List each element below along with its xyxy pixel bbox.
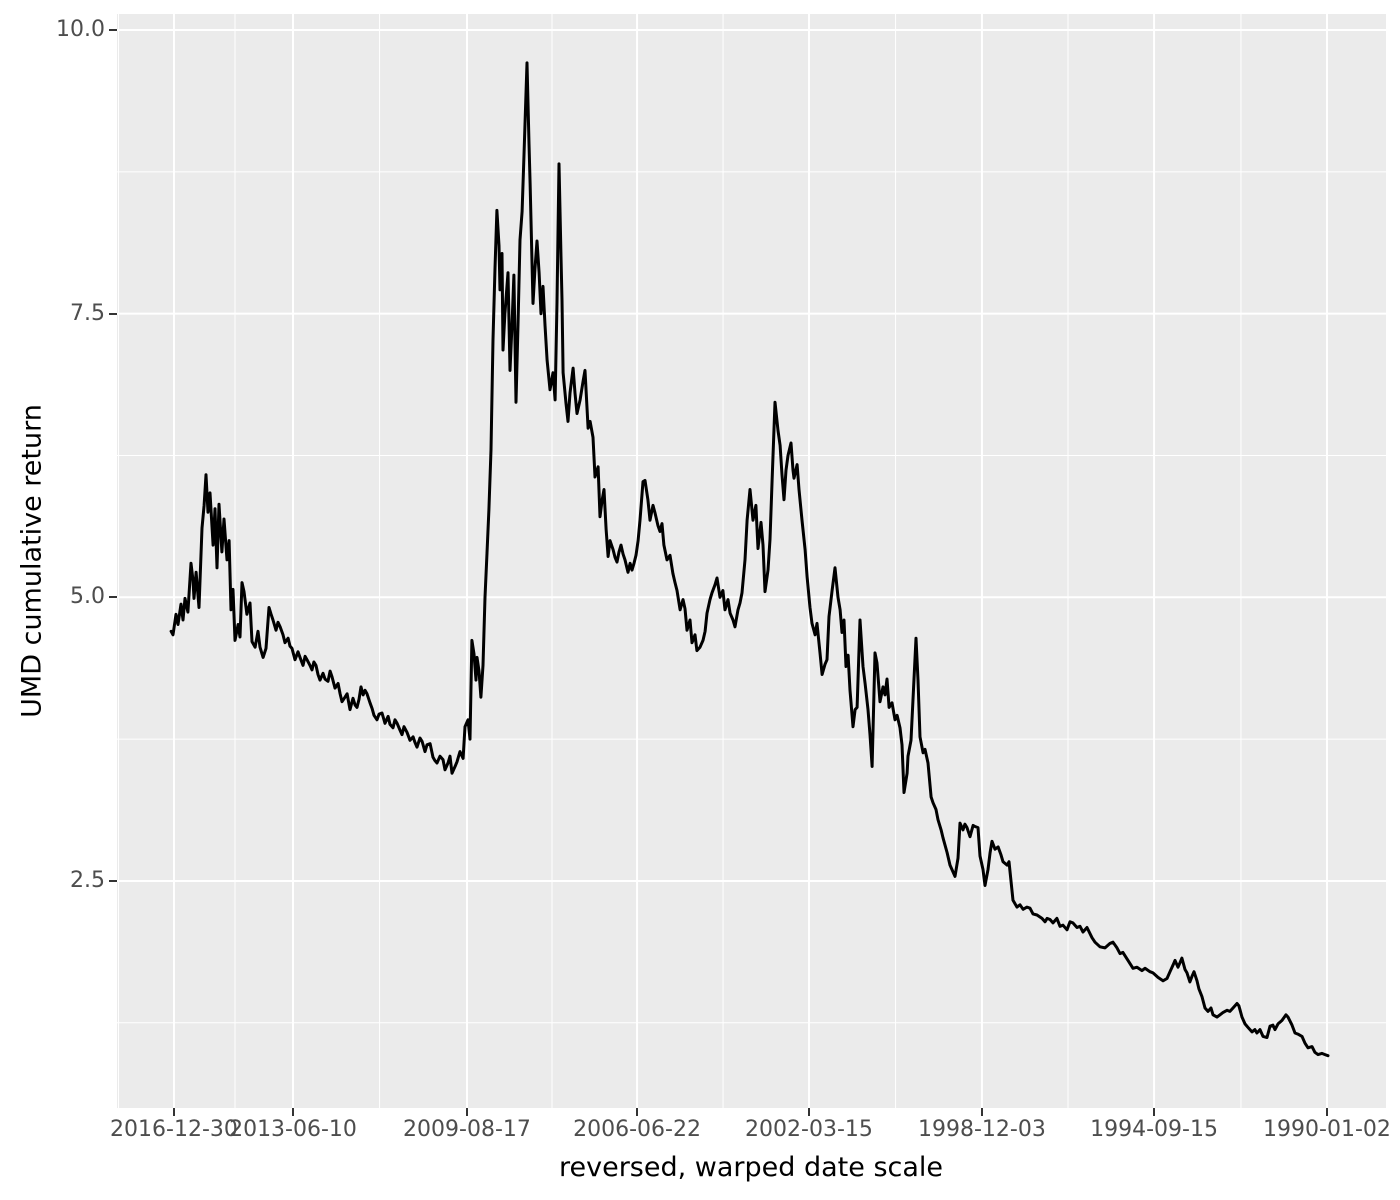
x-tick-mark bbox=[465, 1108, 468, 1116]
y-tick-mark bbox=[109, 312, 117, 315]
y-tick-label: 5.0 bbox=[70, 584, 105, 610]
y-tick-mark bbox=[109, 879, 117, 882]
x-tick-label: 2006-06-22 bbox=[573, 1117, 701, 1142]
x-tick-mark bbox=[1325, 1108, 1328, 1116]
x-tick-mark bbox=[172, 1108, 175, 1116]
y-tick-mark bbox=[109, 28, 117, 31]
x-tick-mark bbox=[980, 1108, 983, 1116]
x-tick-label: 1990-01-02 bbox=[1263, 1117, 1391, 1142]
x-tick-label: 2009-08-17 bbox=[403, 1117, 531, 1142]
x-tick-mark bbox=[636, 1108, 639, 1116]
y-tick-mark bbox=[109, 596, 117, 599]
y-tick-label: 2.5 bbox=[70, 867, 105, 893]
umd-cumulative-return-line bbox=[169, 61, 1330, 1058]
x-tick-label: 2002-03-15 bbox=[745, 1117, 873, 1142]
x-axis-title: reversed, warped date scale bbox=[558, 1152, 944, 1183]
line-plot-svg bbox=[117, 14, 1386, 1108]
x-tick-mark bbox=[292, 1108, 294, 1116]
x-tick-label: 2016-12-30 bbox=[110, 1117, 238, 1142]
x-tick-mark bbox=[807, 1108, 810, 1116]
x-tick-label: 1998-12-03 bbox=[918, 1117, 1046, 1142]
plot-panel bbox=[117, 14, 1386, 1108]
x-tick-label: 2013-06-10 bbox=[229, 1117, 357, 1142]
y-tick-label: 10.0 bbox=[56, 16, 105, 42]
x-tick-label: 1994-09-15 bbox=[1090, 1117, 1218, 1142]
y-tick-label: 7.5 bbox=[70, 300, 105, 326]
y-axis-title: UMD cumulative return bbox=[16, 404, 48, 718]
x-tick-mark bbox=[1153, 1108, 1156, 1116]
